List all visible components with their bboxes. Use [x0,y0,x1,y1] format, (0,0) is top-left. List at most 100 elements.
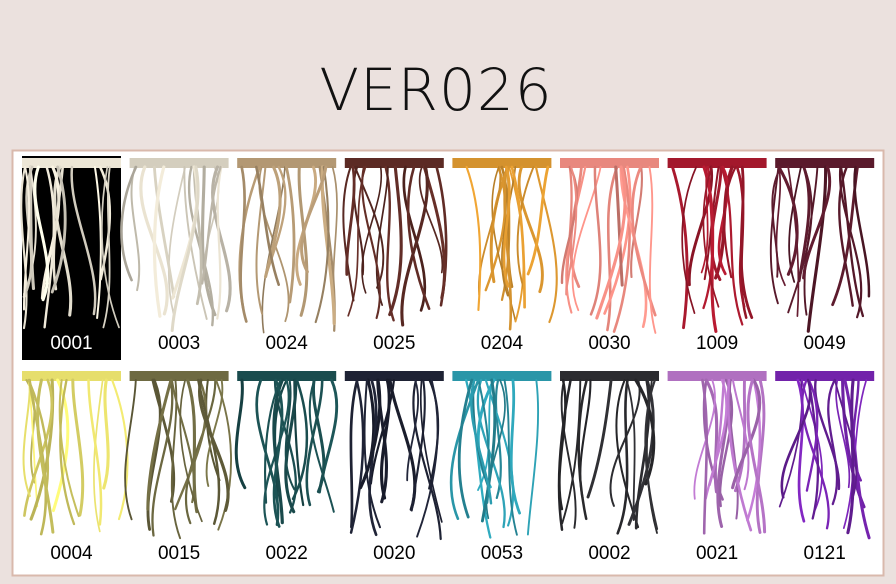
fringe-band [452,158,552,168]
swatch: 0025 [342,158,448,354]
strand [255,166,267,315]
strand [723,165,737,279]
strand [59,378,76,526]
strand [50,165,67,294]
strand [179,379,203,523]
swatch-code: 0003 [158,333,200,354]
strand [380,378,391,500]
strand [102,166,111,329]
strand [192,165,203,306]
swatch-code: 0030 [588,333,630,354]
strand [93,166,102,319]
strand [571,166,602,312]
swatch: 0024 [237,158,338,354]
strand [502,165,511,288]
strand [648,166,657,334]
strand [28,165,36,291]
swatch-code: 0020 [373,543,415,564]
swatch: 0020 [344,371,444,564]
strand [731,378,762,490]
strand [731,379,750,491]
strand [720,165,744,326]
strand [802,165,832,280]
strand [186,378,199,514]
strand [87,378,103,526]
strand [152,165,166,318]
strand [803,166,819,316]
swatch: 0022 [234,371,339,564]
strand [201,165,222,285]
swatch: 0003 [120,158,232,354]
strand [609,379,641,507]
strand [285,165,296,304]
strand [27,378,50,490]
strand [58,379,80,518]
strand [717,165,729,276]
strand [838,165,854,307]
strand [211,165,232,313]
strand [509,378,521,515]
swatch-code: 0022 [266,543,308,564]
strand [612,165,631,333]
strand [291,378,309,501]
strand [102,378,110,490]
strand [526,379,540,536]
strand [755,378,766,534]
swatch: 0049 [769,158,875,354]
fringe-band [452,371,552,381]
strand [805,378,819,492]
swatch-code: 0004 [50,543,93,564]
strand [565,166,578,291]
strand [797,165,811,283]
fringe-band [22,158,121,168]
fringe-band [237,371,337,381]
strand [616,378,629,535]
strand [853,165,871,298]
strand [769,166,780,305]
strand [184,378,217,525]
fringe-band [560,371,659,381]
fringe-band [667,371,767,381]
fringe-band [344,371,444,381]
swatch: 1009 [667,158,767,354]
swatch: 0015 [124,371,232,564]
strand [375,166,389,306]
strand [614,165,624,287]
strand [170,165,200,332]
strand [464,378,492,539]
strand [634,378,656,486]
strand [406,165,431,310]
strand [470,378,493,505]
fringe-band [775,158,875,168]
strand [198,378,230,512]
strand [775,166,786,287]
strand [419,379,443,523]
swatch: 0001 [20,156,121,360]
fringe-band [129,371,229,381]
swatch: 0121 [775,371,875,564]
swatch-panel [11,149,885,577]
swatch-grid: 0001 0003 0024 0025 0204 0030 1009 0049 0004 0015… [20,156,875,564]
strand [534,165,558,324]
strand [644,378,659,530]
strand [349,378,365,534]
strand [589,165,602,316]
strand [215,379,232,531]
strand [835,379,851,489]
strand [216,165,223,320]
strand [827,378,839,506]
strand [746,378,767,534]
strand [517,165,544,294]
fringe-band [560,158,659,168]
strand [130,166,141,292]
strand [349,378,359,529]
strand [726,378,753,532]
strand [311,378,326,494]
strand [702,165,718,333]
strand [400,165,429,327]
strand [345,165,356,276]
strand [796,378,806,523]
strand [708,378,725,487]
strand [297,165,309,317]
